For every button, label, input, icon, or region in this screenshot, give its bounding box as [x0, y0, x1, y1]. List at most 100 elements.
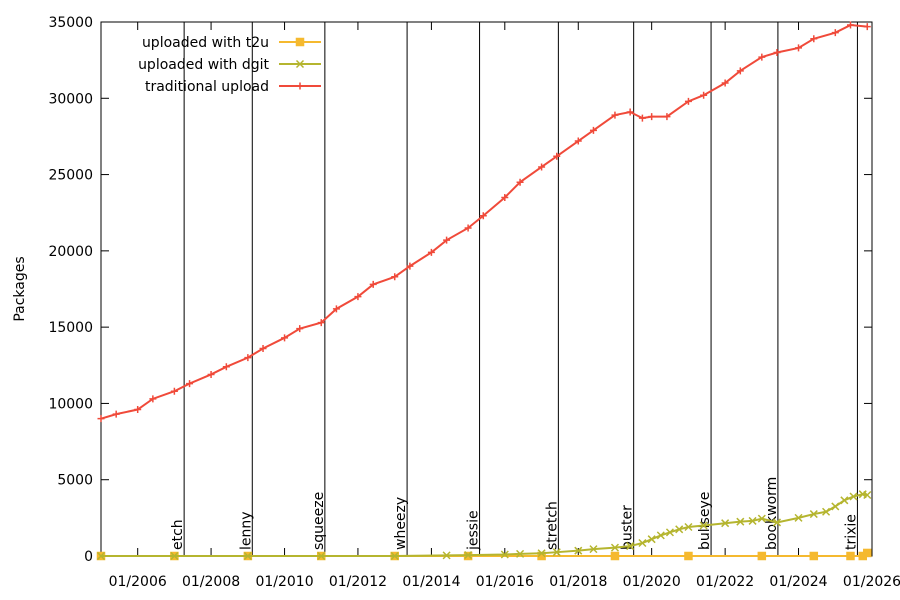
release-label: lenny — [238, 511, 254, 550]
release-label: stretch — [544, 501, 560, 550]
data-point — [736, 67, 744, 75]
y-tick-label: 35000 — [48, 15, 93, 31]
data-point — [281, 334, 289, 342]
data-point — [684, 522, 693, 532]
data-point — [390, 551, 399, 561]
data-point — [538, 163, 546, 171]
data-point — [611, 111, 619, 119]
data-point — [810, 35, 818, 43]
x-tick-label: 01/2026 — [843, 574, 900, 590]
data-point — [537, 549, 546, 558]
data-point — [317, 551, 326, 561]
data-point — [553, 152, 561, 160]
x-tick-label: 01/2018 — [549, 574, 607, 590]
x-tick-label: 01/2024 — [769, 574, 827, 590]
data-point — [863, 490, 872, 500]
series-1 — [96, 490, 872, 561]
release-label: etch — [170, 519, 186, 550]
x-tick-label: 01/2010 — [255, 574, 313, 590]
y-axis: 0 5000 10000 15000 20000 25000 30000 35000 — [48, 15, 872, 565]
data-point — [757, 551, 767, 561]
data-point — [638, 539, 647, 548]
y-tick-label: 30000 — [48, 91, 93, 107]
data-point — [684, 551, 693, 561]
data-point — [464, 224, 472, 232]
data-point — [574, 546, 583, 555]
y-tick-label: 25000 — [48, 168, 93, 184]
data-point — [638, 114, 646, 122]
data-point — [244, 354, 252, 362]
y-tick-label: 5000 — [57, 473, 93, 489]
data-point — [610, 543, 619, 552]
y-tick-label: 20000 — [48, 244, 93, 260]
data-point — [207, 370, 215, 378]
data-point — [863, 23, 871, 31]
data-point — [758, 53, 766, 61]
data-point — [464, 551, 473, 560]
data-point — [647, 535, 656, 544]
data-point — [846, 551, 855, 561]
data-point — [721, 519, 730, 528]
plot-frame — [100, 21, 873, 557]
legend: uploaded with t2u uploaded with dgit tradi… — [138, 35, 321, 95]
data-point — [170, 551, 179, 561]
data-point — [773, 49, 781, 57]
data-point — [589, 545, 598, 554]
release-markers: etch lenny squeeze wheezy jessie stretch buste… — [170, 22, 859, 556]
data-point — [186, 380, 194, 388]
data-point — [840, 496, 849, 505]
data-point — [626, 542, 635, 551]
data-point — [663, 113, 671, 121]
data-point — [354, 293, 362, 301]
x-tick-label: 01/2014 — [402, 574, 460, 590]
data-point — [170, 387, 178, 395]
data-point — [849, 492, 858, 501]
data-point — [296, 325, 304, 333]
data-point — [757, 514, 766, 523]
data-point — [443, 236, 451, 244]
x-tick-label: 01/2012 — [329, 574, 387, 590]
data-point — [295, 59, 305, 69]
x-axis: 01/2006 01/2008 01/2010 01/2012 01/2014 01/20… — [109, 22, 900, 590]
data-point — [863, 548, 872, 558]
legend-label: uploaded with t2u — [142, 35, 269, 51]
data-point — [831, 502, 840, 511]
data-point — [134, 406, 142, 414]
data-point — [369, 280, 377, 288]
data-point — [626, 108, 634, 116]
data-point — [822, 507, 831, 516]
data-point — [296, 82, 304, 90]
data-point — [112, 410, 120, 418]
series-layer — [96, 21, 872, 561]
data-point — [589, 126, 597, 134]
data-point — [684, 97, 692, 105]
data-point — [809, 551, 819, 561]
y-tick-label: 15000 — [48, 320, 93, 336]
legend-label: traditional upload — [145, 79, 269, 95]
data-point — [794, 513, 803, 522]
x-tick-label: 01/2008 — [182, 574, 240, 590]
data-point — [648, 113, 656, 121]
data-point — [97, 415, 105, 423]
x-tick-label: 01/2020 — [623, 574, 681, 590]
y-tick-label: 0 — [84, 549, 93, 565]
data-point — [427, 248, 435, 256]
data-point — [295, 37, 305, 47]
data-point — [795, 44, 803, 52]
data-point — [700, 91, 708, 99]
data-point — [500, 550, 509, 559]
data-point — [846, 21, 854, 29]
data-point — [149, 395, 157, 403]
y-axis-label: Packages — [12, 256, 28, 321]
data-point — [831, 29, 839, 37]
legend-label: uploaded with dgit — [138, 57, 269, 73]
release-label: bullseye — [697, 492, 713, 550]
series-line — [100, 24, 868, 420]
data-point — [259, 345, 267, 353]
data-point — [574, 137, 582, 145]
data-point — [501, 193, 509, 201]
release-label: bookworm — [764, 477, 780, 550]
release-label: wheezy — [393, 497, 409, 550]
x-tick-label: 01/2016 — [476, 574, 534, 590]
